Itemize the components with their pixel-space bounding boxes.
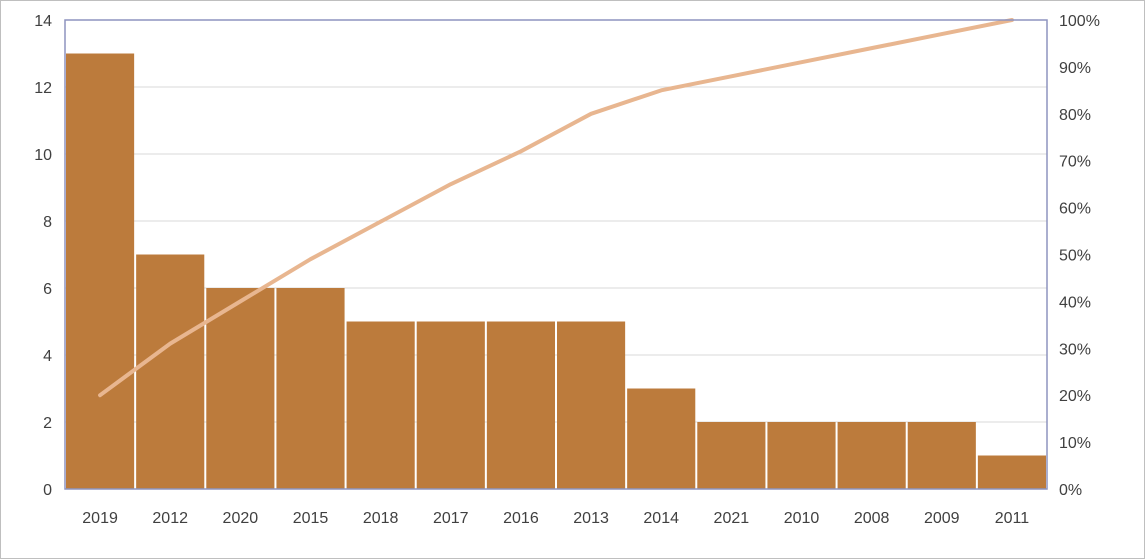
left-y-tick-label: 4 — [43, 348, 52, 365]
x-tick-label: 2020 — [223, 510, 259, 527]
x-tick-label: 2015 — [293, 510, 329, 527]
bar-2019 — [66, 53, 135, 489]
right-y-tick-label: 60% — [1059, 201, 1091, 218]
x-tick-label: 2016 — [503, 510, 539, 527]
x-tick-label: 2011 — [995, 510, 1030, 527]
left-y-tick-label: 6 — [43, 281, 52, 298]
bar-series — [66, 53, 1046, 489]
left-y-tick-label: 14 — [34, 13, 52, 30]
left-y-tick-label: 2 — [43, 415, 52, 432]
x-tick-label: 2008 — [854, 510, 890, 527]
right-y-tick-label: 70% — [1059, 154, 1091, 171]
x-tick-label: 2014 — [643, 510, 679, 527]
x-tick-label: 2021 — [714, 510, 750, 527]
bar-2013 — [557, 321, 626, 489]
right-y-tick-label: 90% — [1059, 60, 1091, 77]
left-y-tick-label: 8 — [43, 214, 52, 231]
plot-area-border — [64, 19, 1048, 490]
x-tick-label: 2010 — [784, 510, 820, 527]
bar-2012 — [136, 254, 205, 489]
bar-2021 — [697, 422, 766, 489]
cumulative-line-series — [98, 18, 1014, 398]
plot-frame — [64, 19, 1048, 490]
x-tick-label: 2013 — [573, 510, 609, 527]
x-tick-label: 2018 — [363, 510, 399, 527]
x-tick-label: 2009 — [924, 510, 960, 527]
bar-2009 — [907, 422, 976, 489]
right-y-tick-label: 40% — [1059, 294, 1091, 311]
right-y-tick-label: 50% — [1059, 248, 1091, 265]
x-axis: 2019 2012 2020 2015 2018 2017 2016 2013 2014 2021… — [82, 510, 1029, 527]
right-y-tick-label: 0% — [1059, 482, 1082, 499]
right-y-axis: 0% 10% 20% 30% 40% 50% 60% 70% 80% 90% 100% — [1059, 13, 1100, 499]
right-y-tick-label: 20% — [1059, 388, 1091, 405]
bar-2016 — [486, 321, 555, 489]
left-y-tick-label: 10 — [34, 147, 52, 164]
bar-2015 — [276, 288, 345, 489]
left-y-tick-label: 0 — [43, 482, 52, 499]
x-tick-label: 2017 — [433, 510, 469, 527]
bar-2014 — [627, 388, 696, 489]
bar-2008 — [837, 422, 906, 489]
bar-2020 — [206, 288, 275, 489]
bar-2018 — [346, 321, 415, 489]
x-tick-label: 2012 — [152, 510, 188, 527]
right-y-tick-label: 30% — [1059, 341, 1091, 358]
right-y-tick-label: 100% — [1059, 13, 1100, 30]
x-tick-label: 2019 — [82, 510, 118, 527]
bar-2017 — [416, 321, 485, 489]
right-y-tick-label: 10% — [1059, 435, 1091, 452]
left-y-axis: 0 2 4 6 8 10 12 14 — [34, 13, 52, 499]
right-y-tick-label: 80% — [1059, 107, 1091, 124]
cumulative-line — [98, 18, 1014, 398]
left-y-tick-label: 12 — [34, 80, 52, 97]
bar-2011 — [977, 455, 1046, 489]
bar-2010 — [767, 422, 836, 489]
